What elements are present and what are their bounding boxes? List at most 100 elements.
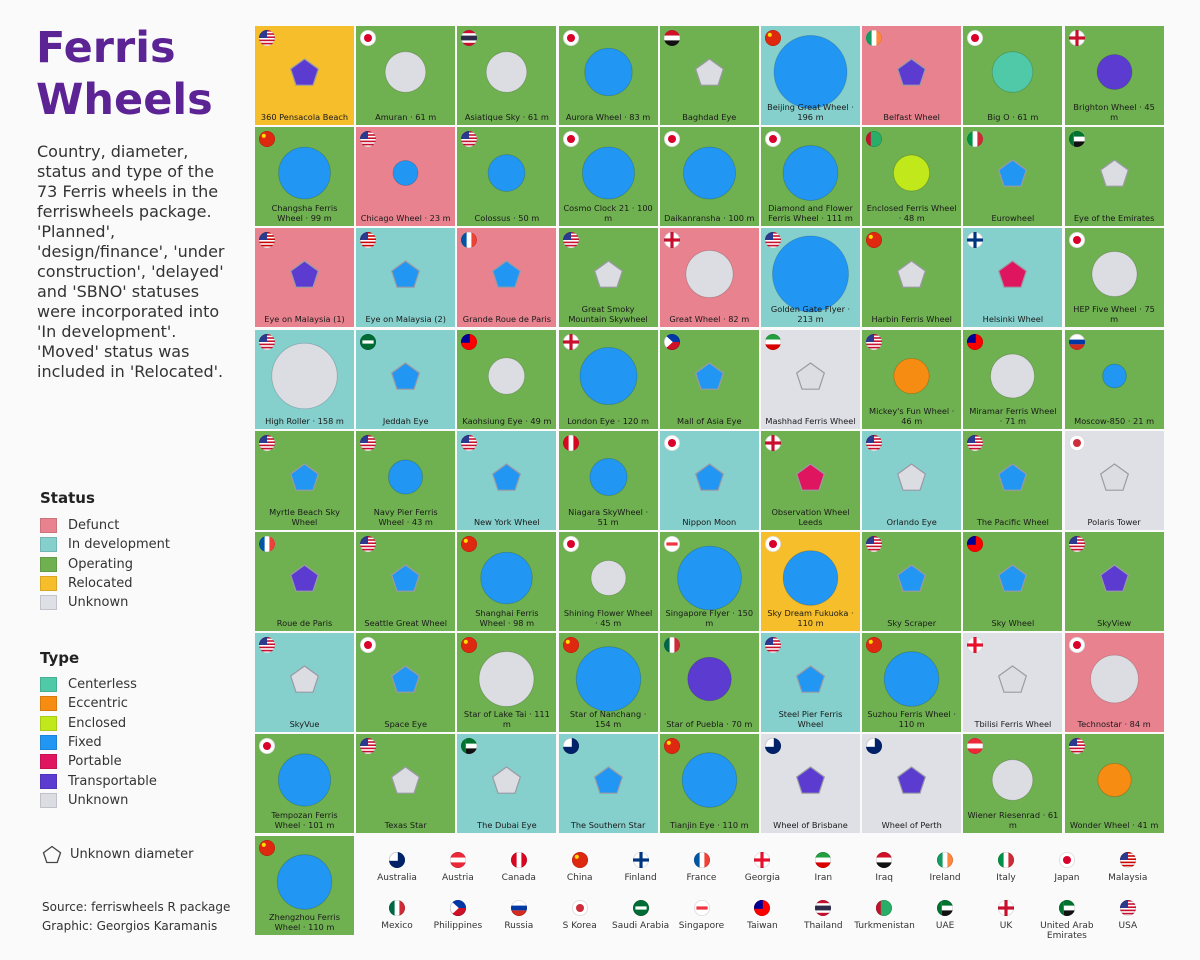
wheel-mark — [1097, 763, 1132, 798]
flag-malaysia-icon — [360, 232, 377, 249]
flag-legend-item: Ireland — [915, 852, 975, 883]
diameter-circle — [277, 753, 332, 807]
flag-mexico-icon — [663, 637, 680, 654]
diameter-circle — [479, 651, 535, 708]
flag-legend-label: Canada — [501, 873, 536, 883]
wheel-mark — [677, 545, 742, 611]
wheel-tile: HEP Five Wheel · 75 m — [1064, 228, 1164, 328]
wheel-mark — [773, 35, 848, 109]
country-flag-legend: Australia Austria Canada China Finland France… — [362, 840, 1162, 941]
wheel-tile: Wiener Riesenrad · 61 m — [963, 734, 1063, 834]
unknown-diameter-pentagon — [998, 564, 1028, 592]
wheel-mark — [682, 146, 736, 200]
wheel-label: Harbin Ferris Wheel — [871, 314, 952, 325]
unknown-diameter-pentagon — [897, 766, 927, 795]
flag-china-icon — [461, 536, 478, 552]
flag-usa-icon — [360, 434, 377, 451]
wheel-mark — [289, 58, 320, 86]
wheel-mark — [492, 766, 522, 795]
unknown-diameter-note: Unknown diameter — [42, 845, 193, 864]
flag-usa-icon — [259, 434, 275, 451]
wheel-label: The Dubai Eye — [477, 820, 537, 831]
wheel-label: Wheel of Brisbane — [773, 820, 848, 831]
status-legend-item-swatch — [40, 556, 57, 572]
status-legend: Defunct In development Operating Relocated U… — [40, 516, 240, 612]
wheel-mark — [992, 759, 1034, 802]
wheel-label: SkyView — [1097, 618, 1132, 628]
diameter-circle — [992, 51, 1034, 93]
wheel-tile: Big O · 61 m — [963, 26, 1063, 125]
wheel-label: Eye of the Emirates — [1073, 213, 1155, 224]
flag-iraq-icon — [876, 852, 893, 868]
flag-georgia-icon — [967, 637, 984, 654]
wheel-tile: Star of Nanchang · 154 m — [558, 633, 658, 733]
flag-usa-icon — [967, 434, 984, 451]
flag-singapore-icon — [693, 900, 710, 916]
flag-uk-icon — [765, 434, 781, 451]
wheel-tile: Golden Gate Flyer · 213 m — [761, 228, 860, 328]
wheel-tile: Tempozan Ferris Wheel · 101 m — [255, 734, 354, 834]
flag-united-arab-emirates-icon — [1058, 900, 1075, 916]
wheel-mark — [782, 550, 839, 606]
wheel-mark — [391, 260, 421, 289]
wheel-mark — [883, 651, 940, 707]
flag-legend-label: Italy — [996, 873, 1016, 883]
flag-legend-label: Georgia — [744, 873, 781, 883]
unknown-diameter-pentagon — [795, 665, 826, 693]
wheel-mark — [581, 146, 635, 200]
diameter-circle — [1096, 54, 1132, 90]
diameter-circle — [773, 35, 848, 109]
flag-united-arab-emirates-icon — [461, 738, 478, 755]
wheel-mark — [795, 463, 826, 491]
flag-france-icon — [693, 852, 710, 868]
wheel-tile: Moscow-850 · 21 m — [1064, 329, 1164, 429]
status-legend-item-operating: Operating — [40, 555, 240, 574]
wheel-tile: Shining Flower Wheel · 45 m — [558, 532, 658, 631]
flag-japan-icon — [1068, 637, 1085, 654]
unknown-diameter-pentagon — [391, 260, 421, 289]
wheel-tile: Observation Wheel Leeds — [761, 430, 860, 530]
wheel-label: Shanghai Ferris Wheel · 98 m — [475, 608, 539, 628]
wheel-label: Technostar · 84 m — [1077, 719, 1151, 730]
flag-china-icon — [259, 131, 275, 148]
wheel-mark — [278, 146, 331, 200]
wheel-label: Belfast Wheel — [883, 112, 940, 122]
flag-singapore-icon — [663, 536, 680, 552]
wheel-label: Sky Wheel — [991, 618, 1035, 628]
wheel-mark — [289, 665, 320, 693]
flag-legend-item: Georgia — [732, 852, 792, 883]
flag-china-icon — [461, 637, 478, 654]
unknown-diameter-pentagon — [795, 463, 826, 491]
status-legend-item-label: Relocated — [68, 576, 133, 592]
unknown-diameter-pentagon — [492, 766, 522, 795]
wheel-tile: Texas Star — [356, 734, 456, 834]
flag-legend-item: Iraq — [854, 852, 914, 883]
flag-legend-item: Italy — [976, 852, 1036, 883]
wheel-label: 360 Pensacola Beach — [260, 112, 349, 122]
wheel-mark — [685, 250, 734, 299]
wheel-tile: Sky Wheel — [963, 532, 1063, 631]
wheel-mark — [998, 159, 1028, 187]
wheel-mark — [795, 361, 826, 390]
flag-legend-label: Australia — [377, 873, 417, 883]
wheel-label: Star of Lake Tai · 111 m — [463, 709, 550, 730]
wheel-tile: Eye on Malaysia (2) — [356, 228, 456, 328]
wheel-mark — [593, 260, 623, 289]
status-legend-item-unknown: Unknown — [40, 593, 240, 612]
wheel-tile: Polaris Tower — [1064, 430, 1164, 530]
flag-japan-icon — [562, 536, 579, 552]
wheel-label: Zhengzhou Ferris Wheel · 110 m — [269, 911, 340, 932]
wheel-label: Eurowheel — [991, 213, 1035, 224]
diameter-circle — [392, 160, 419, 187]
flag-legend-item: Singapore — [672, 900, 732, 931]
wheel-label: Nippon Moon — [682, 516, 737, 527]
diameter-circle — [682, 146, 736, 200]
unknown-diameter-pentagon — [289, 463, 320, 491]
wheel-label: New York Wheel — [474, 516, 540, 527]
unknown-diameter-pentagon — [897, 58, 927, 86]
diameter-circle — [388, 459, 424, 495]
type-legend-item-swatch — [40, 677, 57, 693]
wheel-mark — [1089, 654, 1139, 704]
flag-legend-item: UAE — [915, 900, 975, 931]
wheel-mark — [590, 560, 626, 596]
